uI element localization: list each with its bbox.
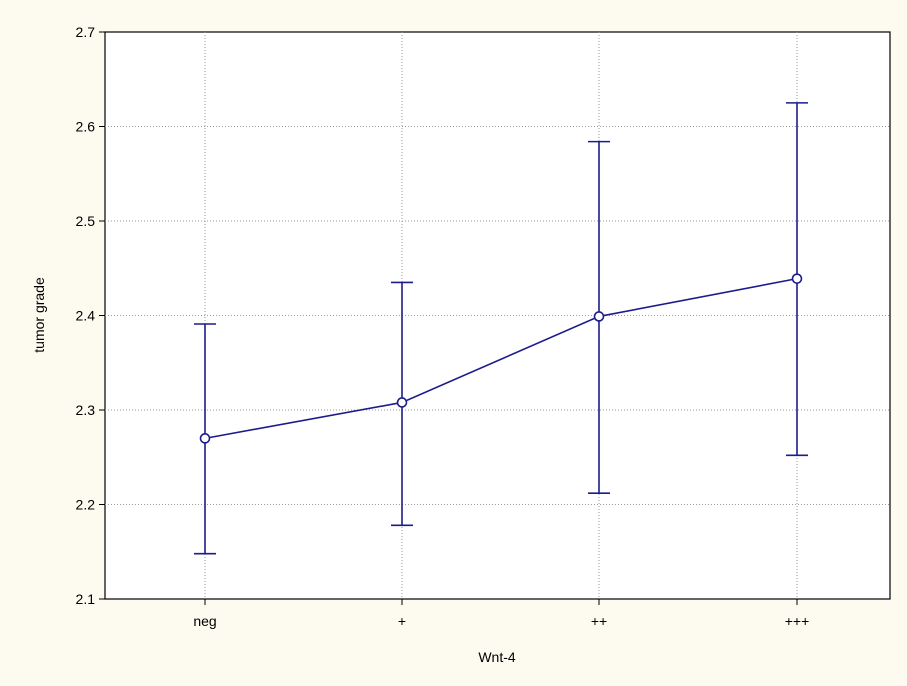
x-tick-label: +++: [785, 613, 810, 629]
grid-layer: [105, 32, 890, 599]
series-line: [204, 277, 798, 440]
x-tick-label: ++: [591, 613, 607, 629]
y-tick-label: 2.3: [76, 402, 96, 418]
y-tick-label: 2.1: [76, 591, 96, 607]
y-axis-label: tumor grade: [31, 277, 47, 353]
y-tick-label: 2.6: [76, 119, 96, 135]
y-tick-label: 2.2: [76, 497, 96, 513]
y-tick-label: 2.5: [76, 213, 96, 229]
data-point: [396, 397, 408, 408]
x-axis-label: Wnt-4: [478, 649, 516, 665]
series-layer: [194, 102, 808, 555]
data-point: [199, 433, 211, 444]
y-tick-label: 2.7: [76, 24, 96, 40]
y-tick-label: 2.4: [76, 308, 96, 324]
data-point: [593, 311, 605, 322]
data-point: [791, 273, 803, 284]
x-tick-label: +: [398, 613, 406, 629]
x-tick-label: neg: [193, 613, 216, 629]
